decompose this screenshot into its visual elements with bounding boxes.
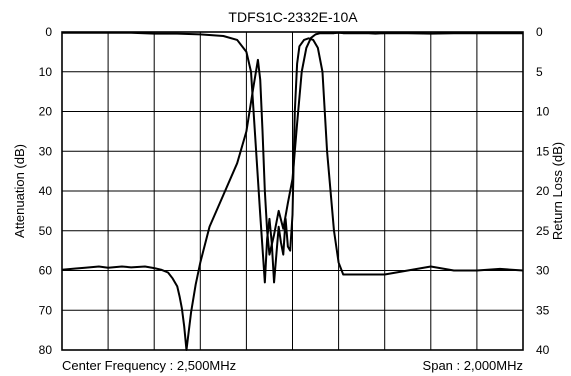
return-loss-curve [62,31,524,284]
series-layer [61,31,524,351]
left-tick-label: 60 [39,264,53,278]
right-tick-label: 35 [536,303,550,317]
right-tick-label: 0 [536,25,543,39]
right-tick-label: 20 [536,184,550,198]
span-label: Span : 2,000MHz [423,358,523,373]
left-tick-label: 40 [39,184,53,198]
left-tick-label: 50 [39,224,53,238]
right-tick-label: 40 [536,343,550,357]
attenuation-curve [61,31,523,351]
chart-title: TDFS1C-2332E-10A [228,9,358,25]
left-tick-label: 80 [39,343,53,357]
right-tick-label: 5 [536,65,543,79]
plot-frame [61,31,524,351]
right-tick-label: 10 [536,105,550,119]
right-axis-title: Return Loss (dB) [550,142,565,240]
right-tick-label: 30 [536,264,550,278]
center-frequency-label: Center Frequency : 2,500MHz [62,358,236,373]
right-tick-label: 15 [536,144,550,158]
left-tick-label: 0 [45,25,52,39]
left-tick-label: 20 [39,105,53,119]
left-axis-ticks: 0 10 20 30 40 50 60 70 80 [39,25,53,357]
left-axis-title: Attenuation (dB) [12,144,27,238]
left-tick-label: 10 [39,65,53,79]
right-axis-ticks: 0 5 10 15 20 25 30 35 40 [536,25,550,357]
left-tick-label: 70 [39,303,53,317]
right-tick-label: 25 [536,224,550,238]
left-tick-label: 30 [39,144,53,158]
